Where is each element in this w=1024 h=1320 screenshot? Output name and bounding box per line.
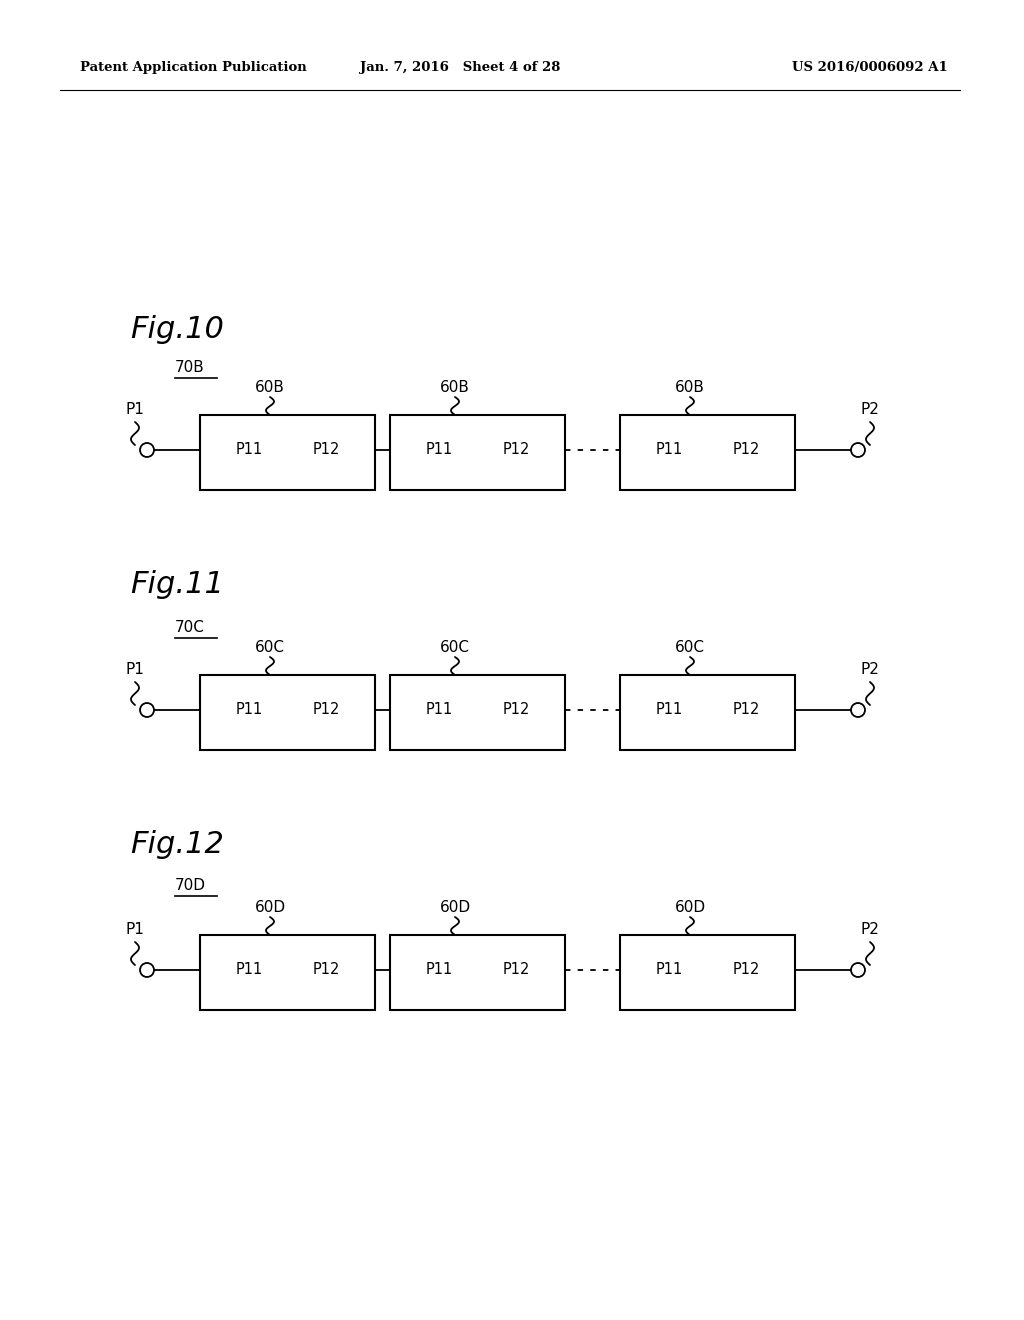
Text: P12: P12: [732, 702, 760, 718]
Circle shape: [140, 444, 154, 457]
Text: 60D: 60D: [439, 899, 471, 915]
Text: P12: P12: [503, 442, 529, 458]
Text: P1: P1: [126, 923, 144, 937]
Text: 70B: 70B: [175, 360, 205, 375]
Text: 60C: 60C: [440, 639, 470, 655]
Text: 60B: 60B: [255, 380, 285, 395]
Text: P2: P2: [860, 663, 880, 677]
Text: 60C: 60C: [255, 639, 285, 655]
Text: 60D: 60D: [675, 899, 706, 915]
Text: 60B: 60B: [675, 380, 705, 395]
Text: P11: P11: [236, 442, 262, 458]
Text: 60C: 60C: [675, 639, 705, 655]
Text: Fig.12: Fig.12: [130, 830, 224, 859]
Bar: [390, 414, 565, 490]
Circle shape: [140, 964, 154, 977]
Text: P1: P1: [126, 403, 144, 417]
Text: Fig.11: Fig.11: [130, 570, 224, 599]
Text: P1: P1: [126, 663, 144, 677]
Text: P11: P11: [655, 702, 683, 718]
Text: P11: P11: [425, 702, 453, 718]
Text: P12: P12: [312, 962, 340, 978]
Text: P11: P11: [236, 962, 262, 978]
Circle shape: [851, 964, 865, 977]
Bar: [200, 414, 375, 490]
Text: P12: P12: [503, 962, 529, 978]
Text: P12: P12: [503, 702, 529, 718]
Text: P2: P2: [860, 403, 880, 417]
Bar: [200, 935, 375, 1010]
Circle shape: [140, 704, 154, 717]
Text: 70C: 70C: [175, 620, 205, 635]
Text: P11: P11: [425, 962, 453, 978]
Text: P11: P11: [655, 442, 683, 458]
Bar: [620, 675, 795, 750]
Text: 70D: 70D: [175, 878, 206, 894]
Bar: [200, 675, 375, 750]
Text: P12: P12: [732, 962, 760, 978]
Bar: [390, 675, 565, 750]
Text: 60B: 60B: [440, 380, 470, 395]
Bar: [620, 414, 795, 490]
Text: P11: P11: [655, 962, 683, 978]
Bar: [620, 935, 795, 1010]
Text: P12: P12: [312, 442, 340, 458]
Text: Fig.10: Fig.10: [130, 315, 224, 345]
Text: P2: P2: [860, 923, 880, 937]
Text: Jan. 7, 2016   Sheet 4 of 28: Jan. 7, 2016 Sheet 4 of 28: [359, 62, 560, 74]
Text: US 2016/0006092 A1: US 2016/0006092 A1: [793, 62, 948, 74]
Text: 60D: 60D: [254, 899, 286, 915]
Text: P11: P11: [236, 702, 262, 718]
Text: Patent Application Publication: Patent Application Publication: [80, 62, 307, 74]
Bar: [390, 935, 565, 1010]
Circle shape: [851, 444, 865, 457]
Text: P12: P12: [312, 702, 340, 718]
Circle shape: [851, 704, 865, 717]
Text: P11: P11: [425, 442, 453, 458]
Text: P12: P12: [732, 442, 760, 458]
